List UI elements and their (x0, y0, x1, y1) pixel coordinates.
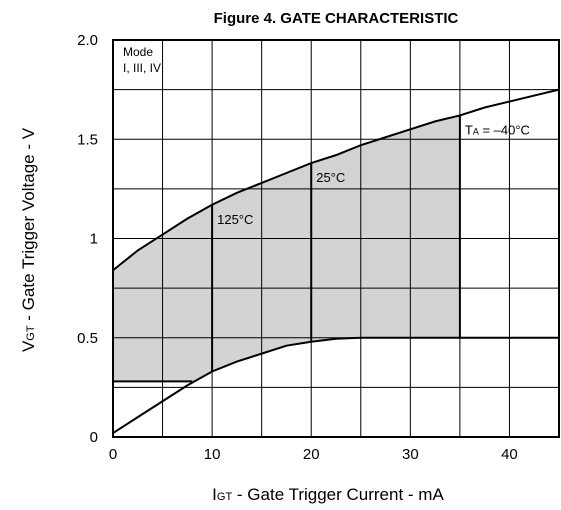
y-tick-label: 0.5 (77, 330, 98, 347)
mode-box-line2: I, III, IV (123, 61, 161, 75)
shaded-region (113, 115, 460, 382)
mode-box: Mode I, III, IV (123, 45, 161, 75)
y-axis-label-sub: GT (25, 325, 37, 341)
upper-limit-curve (112, 88, 560, 272)
x-tick-label: 0 (109, 446, 117, 463)
x-tick-label: 40 (501, 446, 518, 463)
x-tick-label: 10 (204, 446, 221, 463)
temperature-marker-label: TA = –40°C (465, 122, 530, 137)
plot-ticks-layer: 0 10 20 30 40 0 0.5 1 1.5 2.0 (77, 32, 518, 463)
y-axis-label-rest: - Gate Trigger Voltage - V (19, 127, 38, 325)
y-tick-label: 1.5 (77, 131, 98, 148)
temperature-label-subscript: A (473, 126, 479, 136)
x-axis-label-main: I (212, 485, 217, 504)
plot-markers-layer: 125°C 25°C TA = –40°C (211, 115, 530, 372)
temperature-label-value: –40°C (494, 122, 530, 137)
y-axis-label: VGT - Gate Trigger Voltage - V (19, 127, 38, 352)
chart-title: Figure 4. GATE CHARACTERISTIC (214, 10, 459, 27)
temperature-marker-label: 125°C (217, 212, 253, 227)
plot-fill-layer (113, 115, 460, 382)
temperature-label-prefix: T (465, 122, 473, 137)
mode-box-line1: Mode (123, 45, 153, 59)
plot-frame-layer (112, 39, 560, 438)
y-tick-label: 0 (90, 429, 98, 446)
plot-lines-layer (112, 88, 560, 434)
lower-limit-curve (112, 336, 559, 434)
plot-frame (112, 39, 560, 438)
plot-grid-layer (113, 40, 559, 437)
temperature-marker-label: 25°C (316, 170, 345, 185)
y-axis-label-main: V (19, 340, 38, 352)
x-tick-label: 30 (402, 446, 419, 463)
temperature-label-joiner: = (479, 122, 494, 137)
y-tick-label: 2.0 (77, 32, 98, 49)
y-tick-label: 1 (90, 231, 98, 248)
x-axis-label: IGT - Gate Trigger Current - mA (212, 485, 444, 504)
x-axis-label-sub: GT (217, 491, 233, 503)
x-tick-label: 20 (303, 446, 320, 463)
x-axis-label-rest: - Gate Trigger Current - mA (232, 485, 444, 504)
